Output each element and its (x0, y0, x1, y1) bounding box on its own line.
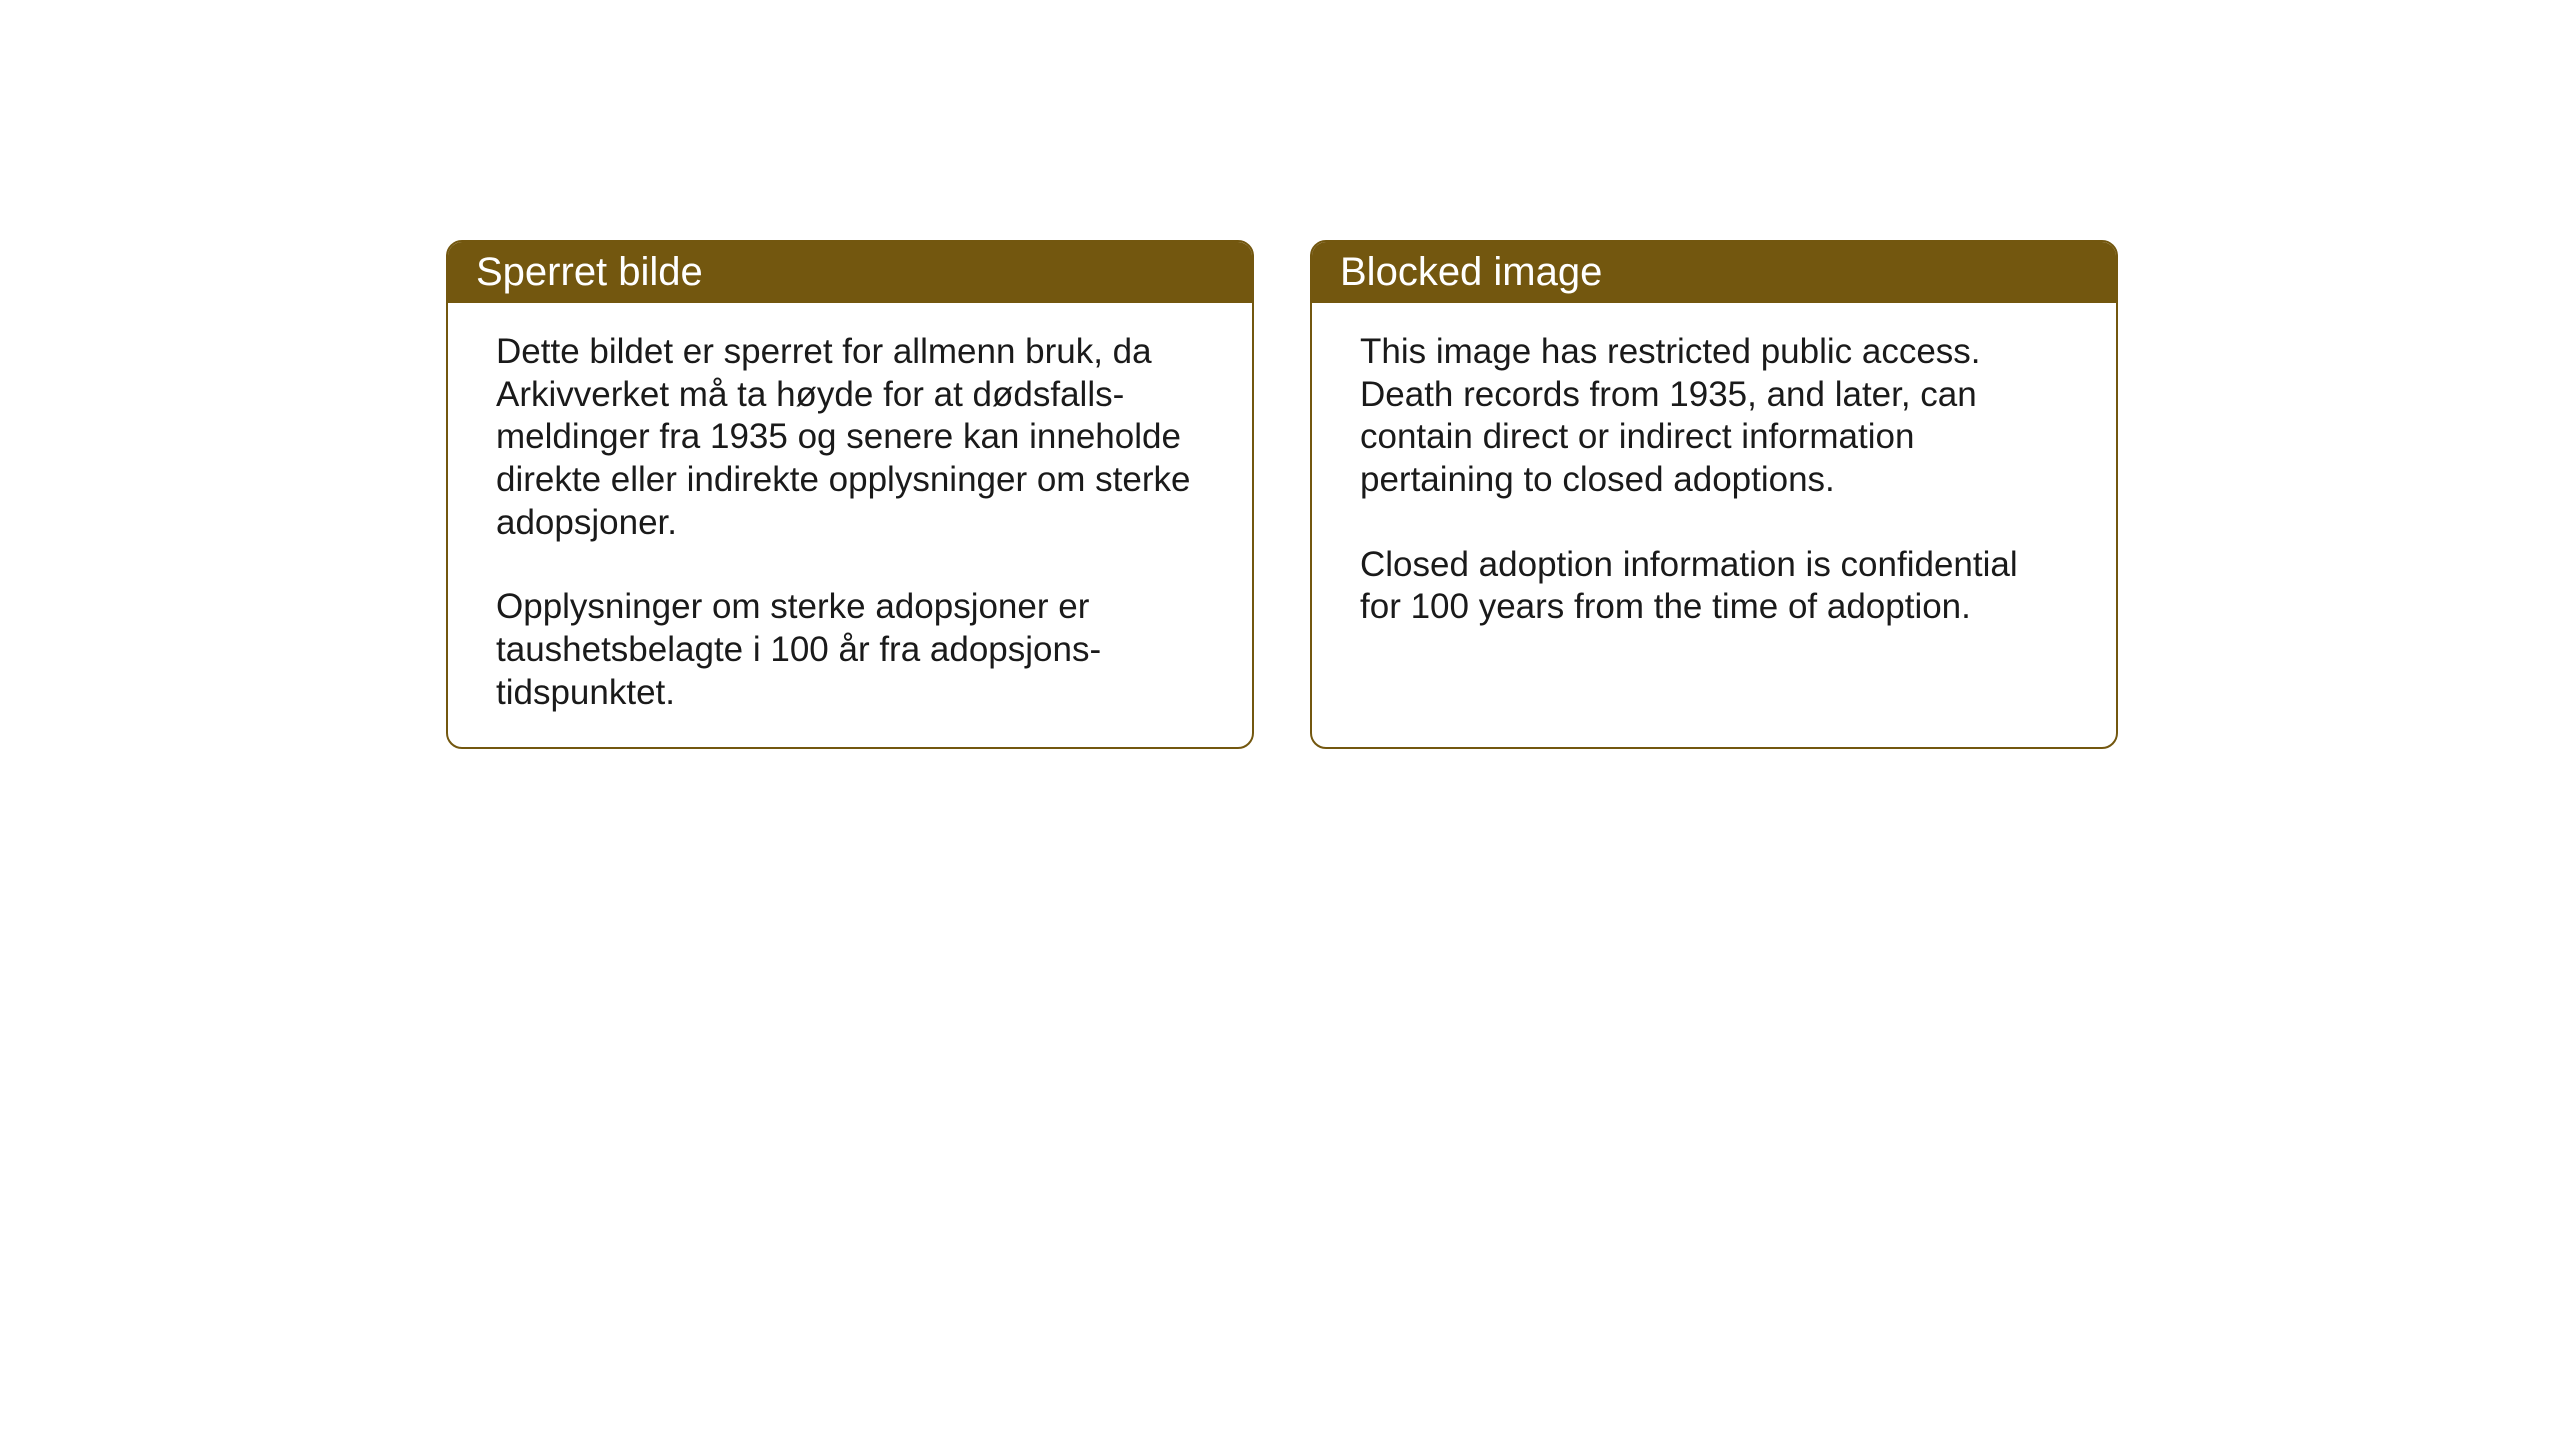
card-paragraph-2-english: Closed adoption information is confident… (1360, 544, 2068, 629)
card-body-norwegian: Dette bildet er sperret for allmenn bruk… (448, 303, 1252, 747)
card-paragraph-2-norwegian: Opplysninger om sterke adopsjoner er tau… (496, 586, 1204, 714)
card-body-english: This image has restricted public access.… (1312, 303, 2116, 745)
card-title-norwegian: Sperret bilde (476, 250, 703, 294)
card-paragraph-1-norwegian: Dette bildet er sperret for allmenn bruk… (496, 331, 1204, 544)
card-title-english: Blocked image (1340, 250, 1602, 294)
notice-card-norwegian: Sperret bilde Dette bildet er sperret fo… (446, 240, 1254, 749)
card-header-norwegian: Sperret bilde (448, 242, 1252, 303)
notice-card-english: Blocked image This image has restricted … (1310, 240, 2118, 749)
notice-cards-container: Sperret bilde Dette bildet er sperret fo… (446, 240, 2118, 749)
card-paragraph-1-english: This image has restricted public access.… (1360, 331, 2068, 502)
card-header-english: Blocked image (1312, 242, 2116, 303)
